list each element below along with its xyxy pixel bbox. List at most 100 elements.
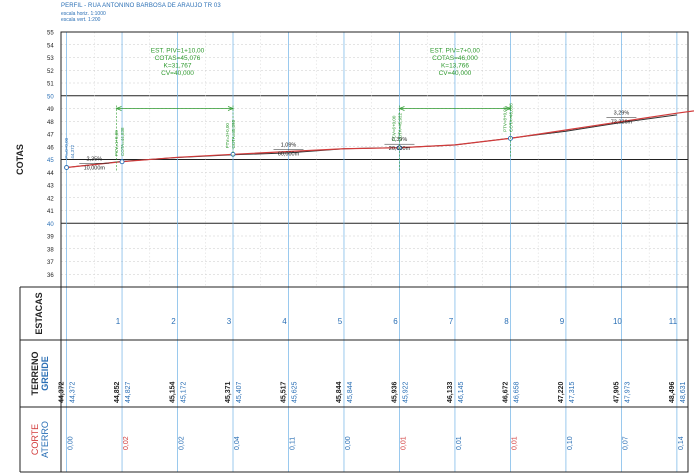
station-number: 10 <box>613 317 622 326</box>
y-tick-label: 36 <box>47 273 54 279</box>
grade-percent-label: 3,29% <box>614 110 630 116</box>
y-tick-label: 53 <box>47 56 54 62</box>
vertical-note-label: PCV=6+0,00 <box>391 115 396 141</box>
corte-row-label: CORTE <box>30 424 40 455</box>
terreno-value: 48,496 <box>669 381 676 403</box>
corte-aterro-value: 0,14 <box>678 436 685 450</box>
y-tick-label: 47 <box>47 133 54 139</box>
y-tick-label: 39 <box>47 235 54 241</box>
terreno-value: 46,672 <box>502 381 509 403</box>
greide-value: 47,973 <box>624 381 631 403</box>
y-tick-label: 50 <box>47 94 54 100</box>
corte-aterro-value: 0,04 <box>234 436 241 450</box>
vertical-note-value: COTA=45,922 <box>397 112 402 141</box>
greide-value: 45,625 <box>291 381 298 403</box>
profile-title: PERFIL - RUA ANTONINO BARBOSA DE ARAUJO … <box>61 3 221 9</box>
y-tick-label: 45 <box>47 158 54 164</box>
greide-value: 45,407 <box>236 381 243 403</box>
greide-value: 44,827 <box>125 381 132 403</box>
terreno-value: 45,371 <box>225 381 232 403</box>
grade-percent-label: 0,39% <box>392 137 408 143</box>
terreno-value: 47,220 <box>558 381 565 403</box>
y-tick-label: 51 <box>47 82 54 88</box>
terreno-value: 44,852 <box>114 381 121 403</box>
greide-row-label: GREIDE <box>40 356 50 391</box>
vertical-note-value: COTA=44,838 <box>120 127 125 156</box>
vertical-curve-k: K=13,766 <box>441 62 469 69</box>
terreno-value: 45,154 <box>170 381 177 403</box>
horizontal-scale-label: escala horiz. 1:1000 <box>61 11 106 17</box>
vertical-note-value: COTA=45,395 <box>231 119 236 148</box>
y-tick-label: 49 <box>47 107 54 113</box>
vertical-curve-station: EST. PIV=1+10,00 <box>151 47 205 54</box>
vertical-curve-station: EST. PIV=7+0,00 <box>430 47 480 54</box>
station-number: 2 <box>171 317 176 326</box>
annotations-layer: 2,35%10,000m1,09%60,000m0,39%20,000m3,29… <box>64 47 637 172</box>
vertical-curve-elevation: COTAS=45,076 <box>155 55 201 62</box>
station-number: 8 <box>504 317 509 326</box>
y-tick-label: 41 <box>47 209 54 215</box>
arrow-left-icon <box>115 106 122 111</box>
y-tick-label: 37 <box>47 260 54 266</box>
station-number: 6 <box>393 317 398 326</box>
y-tick-label: 46 <box>47 145 54 151</box>
terreno-value: 44,372 <box>59 381 66 403</box>
grade-distance-label: 60,000m <box>278 151 300 157</box>
data-table-layer: 12345678910111144,37244,37244,85244,8274… <box>59 317 687 450</box>
vertical-note-label: PTV=3+0,00 <box>225 123 230 149</box>
vertical-curve-length: CV=40,000 <box>439 70 472 77</box>
greide-value: 45,844 <box>347 381 354 403</box>
grade-distance-label: 73,326m <box>611 119 633 125</box>
terreno-value: 45,936 <box>391 381 398 403</box>
grade-percent-label: 2,35% <box>86 156 102 162</box>
corte-aterro-value: 0,02 <box>179 436 186 450</box>
grade-distance-label: 10,000m <box>84 165 106 171</box>
corte-aterro-value: 0,01 <box>511 436 518 450</box>
terreno-value: 45,517 <box>280 381 287 403</box>
station-number: 9 <box>560 317 565 326</box>
vertical-curve-k: K=31,767 <box>164 62 192 69</box>
greide-value: 45,922 <box>402 381 409 403</box>
vertical-note-label: PTV=8+0,00 <box>502 106 507 132</box>
corte-aterro-value: 0,07 <box>622 436 629 450</box>
y-tick-label: 48 <box>47 120 54 126</box>
vertical-note-value: 44,372 <box>70 144 75 158</box>
aterro-row-label: ATERRO <box>40 421 50 458</box>
greide-line <box>66 110 694 169</box>
arrow-right-icon <box>505 106 512 111</box>
arrow-right-icon <box>227 106 235 111</box>
y-tick-label: 44 <box>47 171 54 177</box>
y-tick-label: 42 <box>47 196 54 202</box>
corte-aterro-value: 0,00 <box>345 436 352 450</box>
terreno-value: 45,844 <box>336 381 343 403</box>
corte-aterro-value: 0,02 <box>123 436 130 450</box>
greide-value: 47,315 <box>569 381 576 403</box>
greide-value: 46,658 <box>513 381 520 403</box>
profile-vertex <box>119 159 125 165</box>
y-tick-label: 40 <box>47 222 54 228</box>
vertical-scale-label: escala vert. 1:200 <box>61 17 101 23</box>
terreno-row-label: TERRENO <box>30 351 40 395</box>
corte-aterro-value: 0,01 <box>456 436 463 450</box>
y-tick-label: 54 <box>47 43 54 49</box>
estacas-row-label: ESTACAS <box>34 292 44 334</box>
y-tick-label: 43 <box>47 184 54 190</box>
greide-value: 45,172 <box>181 381 188 403</box>
terreno-value: 46,133 <box>447 381 454 403</box>
vertical-curve-elevation: COTAS=46,000 <box>432 55 478 62</box>
frame-layer: COTAS ESTACAS TERRENO GREIDE CORTE ATERRO <box>15 31 689 473</box>
grade-percent-label: 1,09% <box>281 142 297 148</box>
vertical-note-label: PI=0+0,00 <box>64 137 69 158</box>
corte-aterro-value: 0,10 <box>567 436 574 450</box>
cotas-axis-label: COTAS <box>15 144 25 175</box>
vertical-note-label: PCV=1+0,00 <box>114 130 119 156</box>
station-number: 7 <box>449 317 454 326</box>
y-tick-label: 55 <box>47 31 54 37</box>
station-number: 5 <box>338 317 343 326</box>
greide-value: 46,145 <box>458 381 465 403</box>
corte-aterro-value: 0,00 <box>68 436 75 450</box>
station-number: 11 <box>669 317 678 326</box>
station-number: 4 <box>282 317 287 326</box>
